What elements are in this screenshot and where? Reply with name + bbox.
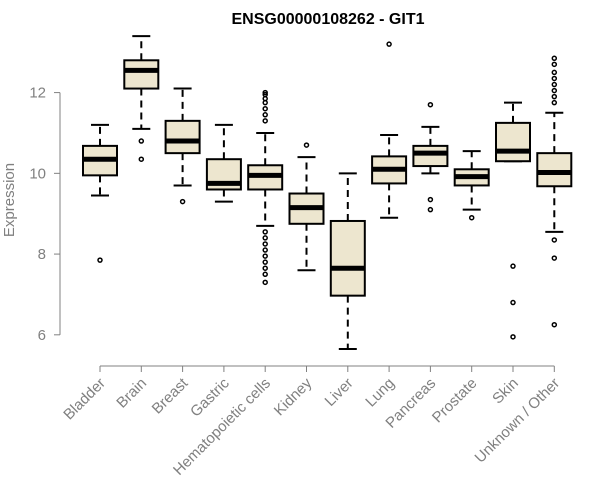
- outlier-point: [262, 105, 268, 112]
- box-unknown-other: [536, 55, 573, 328]
- x-tick-label: Skin: [489, 375, 522, 408]
- outlier-point: [262, 89, 268, 96]
- outlier-point: [510, 299, 516, 306]
- y-tick-label: 12: [29, 85, 46, 102]
- iqr-box: [495, 121, 531, 163]
- y-tick-label: 8: [38, 246, 46, 263]
- outlier-point: [138, 156, 145, 162]
- x-tick-label: Lung: [362, 375, 398, 411]
- outlier-point: [262, 91, 268, 98]
- outlier-point: [551, 93, 558, 100]
- outlier-point: [510, 334, 516, 340]
- outlier-point: [262, 118, 268, 124]
- outlier-point: [427, 206, 434, 213]
- outlier-point: [427, 101, 434, 108]
- chart-title: ENSG00000108262 - GIT1: [231, 11, 424, 28]
- outlier-point: [427, 196, 434, 203]
- outlier-point: [551, 321, 558, 328]
- x-tick-label: Prostate: [429, 375, 481, 427]
- box-liver: [329, 172, 366, 350]
- outlier-point: [262, 279, 268, 286]
- outlier-point: [138, 138, 145, 144]
- box-kidney: [288, 142, 325, 272]
- iqr-box: [123, 59, 160, 90]
- iqr-box: [536, 152, 573, 188]
- outlier-point: [262, 241, 268, 247]
- outlier-point: [551, 61, 558, 68]
- y-tick-label: 6: [38, 327, 46, 344]
- outlier-point: [262, 229, 268, 235]
- outlier-point: [179, 198, 186, 205]
- outlier-point: [262, 259, 268, 265]
- x-tick-label: Kidney: [271, 374, 316, 419]
- box-pancreas: [412, 101, 449, 213]
- box-lung: [371, 41, 408, 219]
- outlier-point: [551, 81, 558, 88]
- outlier-point: [551, 55, 558, 62]
- y-axis-label: Expression: [1, 163, 18, 237]
- iqr-box: [164, 119, 201, 155]
- outlier-point: [551, 99, 558, 106]
- outlier-point: [303, 142, 310, 148]
- outlier-point: [262, 112, 268, 118]
- outlier-point: [262, 235, 268, 241]
- outlier-point: [262, 265, 268, 271]
- iqr-box: [329, 219, 366, 297]
- x-tick-label: Liver: [322, 375, 357, 410]
- boxes-layer: [82, 35, 573, 350]
- x-tick-label: Bladder: [60, 375, 109, 424]
- outlier-point: [97, 257, 103, 263]
- box-bladder: [82, 123, 118, 263]
- box-skin: [495, 101, 531, 340]
- box-brain: [123, 35, 160, 162]
- outlier-point: [551, 75, 558, 82]
- box-hematopoietic-cells: [247, 89, 284, 286]
- outlier-point: [551, 87, 558, 94]
- box-gastric: [205, 123, 242, 203]
- outlier-point: [262, 253, 268, 259]
- x-tick-label: Breast: [149, 374, 192, 417]
- y-tick-label: 10: [29, 165, 46, 182]
- outlier-point: [262, 247, 268, 253]
- outlier-point: [386, 41, 392, 47]
- outlier-point: [551, 255, 558, 261]
- outlier-point: [551, 69, 558, 76]
- x-tick-label: Brain: [113, 375, 150, 412]
- outlier-point: [468, 214, 475, 221]
- iqr-box: [412, 144, 449, 168]
- outlier-point: [551, 237, 558, 243]
- outlier-point: [262, 271, 268, 278]
- y-axis: 6 8 10 12: [29, 85, 61, 344]
- box-breast: [164, 87, 201, 205]
- box-prostate: [453, 150, 490, 221]
- outlier-point: [510, 263, 516, 269]
